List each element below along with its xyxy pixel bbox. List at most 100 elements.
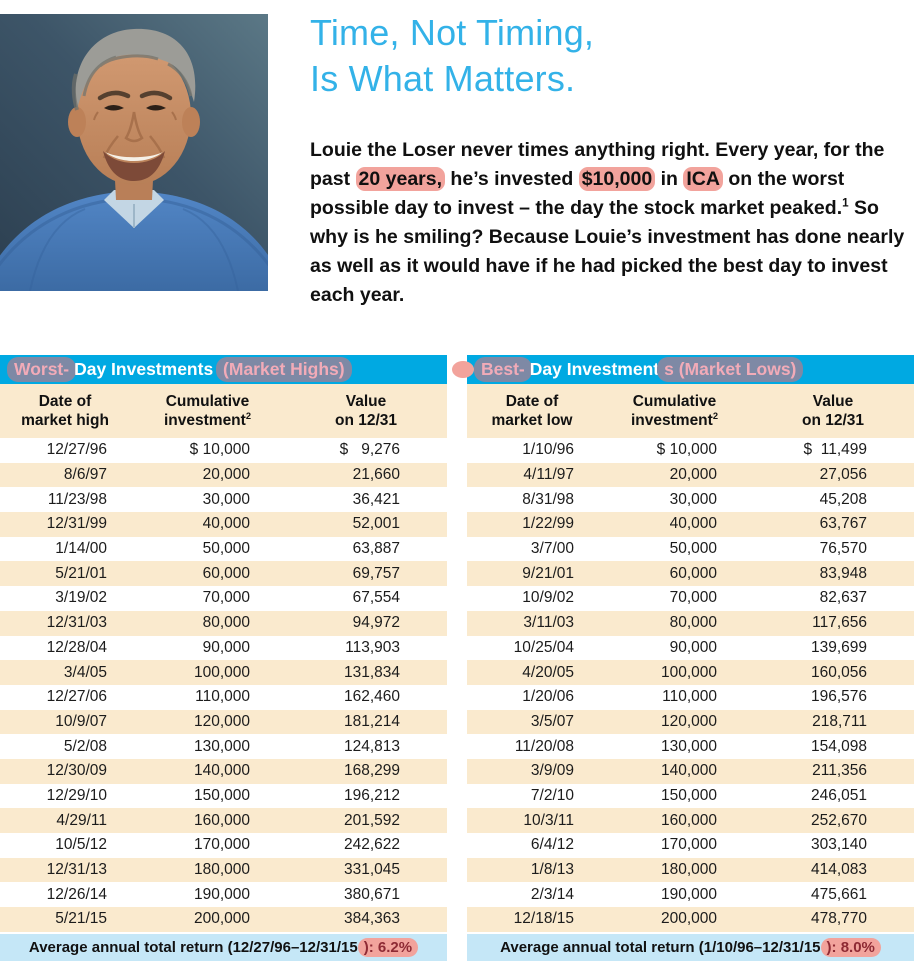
cumulative-investment-cell: 90,000 bbox=[669, 638, 717, 656]
value-cell: 168,299 bbox=[343, 762, 400, 780]
value-cell: 181,214 bbox=[343, 712, 400, 730]
value-cell: 331,045 bbox=[343, 861, 400, 879]
cumulative-investment-cell: 30,000 bbox=[202, 490, 250, 508]
cumulative-investment-cell: 40,000 bbox=[202, 515, 250, 533]
page-title-line1: Time, Not Timing, bbox=[310, 12, 595, 53]
table-row: 12/27/06 110,000 162,460 bbox=[0, 685, 447, 710]
column-header-line: on 12/31 bbox=[334, 412, 398, 429]
column-headers: Date of market low Cumulative investment2 Va… bbox=[467, 384, 914, 438]
date-cell: 12/31/99 bbox=[46, 515, 107, 533]
cumulative-investment-cell: $ 10,000 bbox=[189, 441, 250, 459]
highlighted-text: s (Market Lows) bbox=[657, 357, 804, 382]
table-row: 8/6/97 20,000 21,660 bbox=[0, 462, 447, 488]
cumulative-investment-cell: 140,000 bbox=[193, 762, 250, 780]
cumulative-investment-cell: 50,000 bbox=[669, 540, 717, 558]
date-cell: 12/28/04 bbox=[46, 638, 107, 656]
text-segment: Louie the Loser never times anything rig… bbox=[310, 139, 885, 190]
value-cell: 131,834 bbox=[343, 663, 400, 681]
value-cell: 63,767 bbox=[819, 515, 867, 533]
date-cell: 12/27/96 bbox=[46, 441, 107, 459]
cumulative-investment-cell: 120,000 bbox=[193, 712, 250, 730]
text-segment: So why is he smiling? Because Louie’s in… bbox=[310, 197, 905, 306]
cumulative-investment-cell: 80,000 bbox=[669, 614, 717, 632]
value-cell: 196,212 bbox=[343, 786, 400, 804]
table-row: 12/31/99 40,000 52,001 bbox=[0, 512, 447, 537]
date-cell: 12/26/14 bbox=[46, 885, 107, 903]
cumulative-investment-cell: 180,000 bbox=[660, 861, 717, 879]
date-cell: 3/9/09 bbox=[530, 762, 574, 780]
cumulative-investment-cell: 120,000 bbox=[660, 712, 717, 730]
text-segment: Day Investments bbox=[74, 359, 219, 379]
date-cell: 5/2/08 bbox=[63, 737, 107, 755]
text-segment: Day Investment bbox=[529, 359, 660, 379]
date-cell: 12/31/03 bbox=[46, 614, 107, 632]
value-cell: 94,972 bbox=[352, 614, 400, 632]
column-header: Date of market high bbox=[0, 392, 130, 430]
table-row: 12/30/09 140,000 168,299 bbox=[0, 758, 447, 784]
value-cell: 69,757 bbox=[352, 564, 400, 582]
worst-day-table: Worst- Day Investments (Market Highs) Date… bbox=[0, 355, 447, 961]
table-row: 5/21/15 200,000 384,363 bbox=[0, 907, 447, 932]
cumulative-investment-cell: 180,000 bbox=[193, 861, 250, 879]
text-segment: on the worst possible day to invest – th… bbox=[310, 168, 845, 219]
table-row: 10/9/02 70,000 82,637 bbox=[467, 586, 914, 611]
table-row: 10/3/11 160,000 252,670 bbox=[467, 808, 914, 833]
value-cell: 21,660 bbox=[352, 466, 400, 484]
date-cell: 1/14/00 bbox=[55, 540, 107, 558]
date-cell: 4/29/11 bbox=[56, 811, 107, 829]
date-cell: 7/2/10 bbox=[530, 786, 574, 804]
table-row: 1/8/13 180,000 414,083 bbox=[467, 857, 914, 883]
value-cell: 384,363 bbox=[343, 910, 400, 928]
table-row: 4/29/11 160,000 201,592 bbox=[0, 808, 447, 833]
cumulative-investment-cell: 150,000 bbox=[193, 786, 250, 804]
column-header-line: Value bbox=[812, 393, 854, 410]
date-cell: 12/29/10 bbox=[46, 786, 107, 804]
highlighted-text: ICA bbox=[683, 167, 723, 191]
date-cell: 5/21/01 bbox=[55, 564, 107, 582]
average-return-label: Average annual total return (12/27/96–12… bbox=[28, 938, 358, 956]
page-title-line2: Is What Matters. bbox=[310, 58, 576, 99]
table-row: 3/4/05 100,000 131,834 bbox=[0, 660, 447, 685]
cumulative-investment-cell: 100,000 bbox=[660, 663, 717, 681]
average-return-footer: Average annual total return (1/10/96–12/… bbox=[467, 933, 914, 961]
date-cell: 2/3/14 bbox=[530, 885, 574, 903]
cumulative-investment-cell: 90,000 bbox=[202, 638, 250, 656]
column-headers: Date of market high Cumulative investment2 V… bbox=[0, 384, 447, 438]
table-row: 1/22/99 40,000 63,767 bbox=[467, 512, 914, 537]
value-cell: 478,770 bbox=[810, 910, 867, 928]
date-cell: 3/4/05 bbox=[63, 663, 107, 681]
page-title: Time, Not Timing, Is What Matters. bbox=[310, 10, 594, 102]
value-cell: 45,208 bbox=[819, 490, 867, 508]
column-header: Cumulative investment2 bbox=[597, 392, 752, 430]
date-cell: 3/11/03 bbox=[523, 614, 574, 632]
table-row: 9/21/01 60,000 83,948 bbox=[467, 561, 914, 587]
value-cell: 246,051 bbox=[810, 786, 867, 804]
value-cell: 117,656 bbox=[812, 614, 867, 632]
date-cell: 12/31/13 bbox=[46, 861, 107, 879]
column-header: Value on 12/31 bbox=[285, 392, 447, 430]
date-cell: 12/18/15 bbox=[513, 910, 574, 928]
table-row: 12/29/10 150,000 196,212 bbox=[0, 784, 447, 809]
table-row: 7/2/10 150,000 246,051 bbox=[467, 784, 914, 809]
value-cell: 303,140 bbox=[810, 836, 867, 854]
value-cell: 124,813 bbox=[343, 737, 400, 755]
cumulative-investment-cell: 140,000 bbox=[660, 762, 717, 780]
louie-photo bbox=[0, 14, 268, 291]
cumulative-investment-cell: 20,000 bbox=[669, 466, 717, 484]
value-cell: 52,001 bbox=[352, 515, 400, 533]
cumulative-investment-cell: 40,000 bbox=[669, 515, 717, 533]
highlighted-text: Worst- bbox=[7, 357, 77, 382]
date-cell: 3/19/02 bbox=[55, 589, 107, 607]
table-row: 6/4/12 170,000 303,140 bbox=[467, 833, 914, 858]
value-cell: 196,576 bbox=[810, 688, 867, 706]
date-cell: 10/9/07 bbox=[55, 712, 107, 730]
value-cell: 154,098 bbox=[810, 737, 867, 755]
table-row: 10/9/07 120,000 181,214 bbox=[0, 709, 447, 735]
table-row: 3/7/00 50,000 76,570 bbox=[467, 537, 914, 562]
text-segment: he’s invested bbox=[445, 168, 579, 190]
column-header-line: investment2 bbox=[163, 410, 251, 429]
cumulative-investment-cell: 100,000 bbox=[193, 663, 250, 681]
date-cell: 10/9/02 bbox=[522, 589, 574, 607]
intro-paragraph: Louie the Loser never times anything rig… bbox=[310, 136, 911, 310]
date-cell: 4/20/05 bbox=[522, 663, 574, 681]
